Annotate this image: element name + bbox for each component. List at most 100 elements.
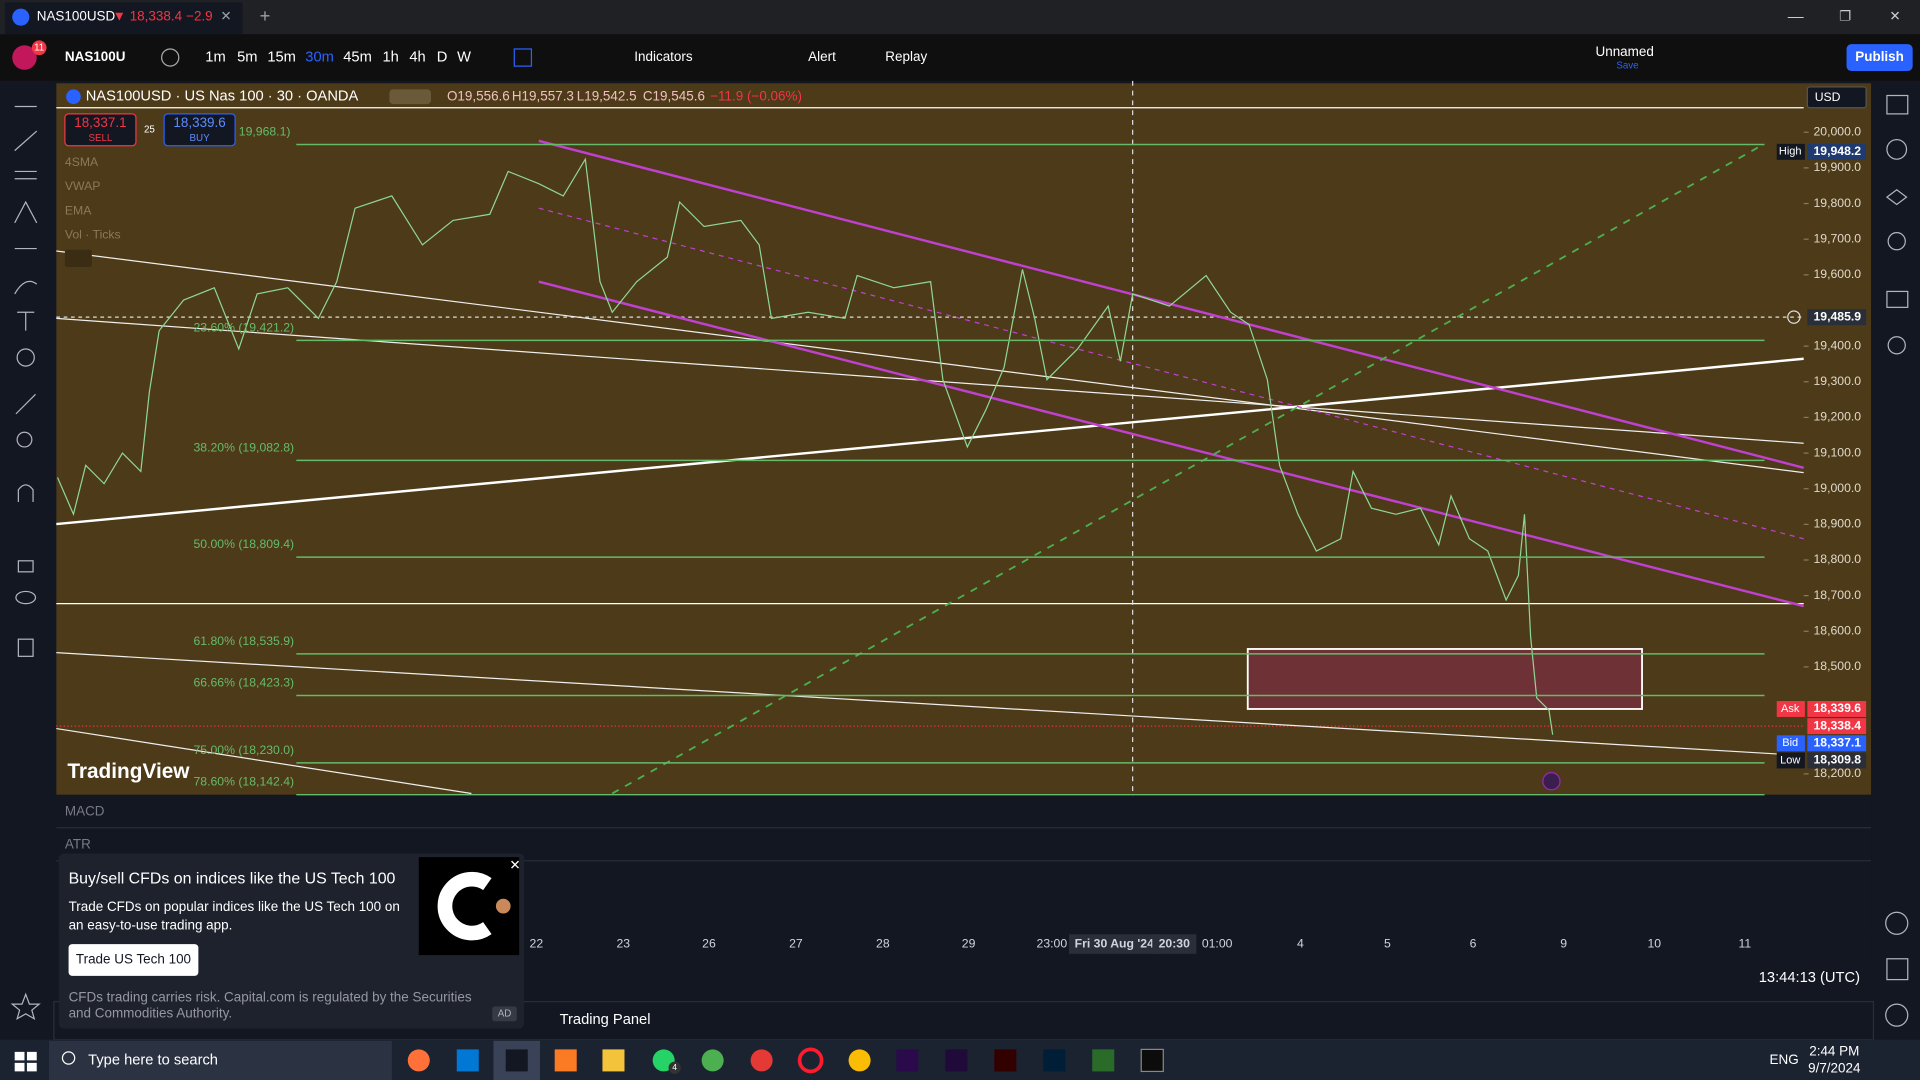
chat-icon[interactable] xyxy=(1886,290,1909,308)
watchlist-icon[interactable] xyxy=(1886,94,1909,115)
calendar-icon[interactable] xyxy=(1886,958,1909,981)
search-box[interactable] xyxy=(48,1040,392,1080)
ad-disclaimer: CFDs trading carries risk. Capital.com i… xyxy=(69,990,472,1005)
channel-lower xyxy=(538,280,1804,608)
time-label: 4 xyxy=(1297,936,1304,950)
tool-zoom[interactable] xyxy=(16,431,33,448)
app-aftereffects[interactable] xyxy=(945,1049,968,1072)
interval-button[interactable]: D xyxy=(437,49,448,65)
tab-bar xyxy=(0,0,1920,35)
window-close[interactable]: ✕ xyxy=(1889,9,1900,24)
user-avatar[interactable] xyxy=(12,45,37,70)
buy-button[interactable] xyxy=(163,113,236,147)
app-illustrator[interactable] xyxy=(994,1049,1017,1072)
ideas-icon[interactable] xyxy=(1887,232,1906,251)
hotlist-icon[interactable] xyxy=(1885,911,1909,935)
fib-level-label: 38.20% (19,082.8) xyxy=(193,440,294,454)
publish-button[interactable] xyxy=(1846,44,1913,72)
search-placeholder: Type here to search xyxy=(88,1052,218,1068)
app-firefox[interactable] xyxy=(407,1049,430,1072)
fib-level-label: 19,968.1) xyxy=(239,124,291,138)
app-photoshop[interactable] xyxy=(1043,1049,1066,1072)
app-other[interactable] xyxy=(750,1049,773,1072)
interval-button[interactable]: 5m xyxy=(237,49,257,65)
interval-button[interactable]: 30m xyxy=(305,49,334,65)
tool-brush[interactable] xyxy=(14,280,38,295)
symbol-search[interactable]: NAS100U xyxy=(65,49,126,64)
app-explorer[interactable] xyxy=(602,1049,625,1072)
event-marker[interactable] xyxy=(1542,772,1561,791)
price-marker-label: 19,485.9 xyxy=(1813,309,1861,323)
tool-emoji[interactable] xyxy=(16,348,35,367)
time-label: 22 xyxy=(530,936,544,950)
app-chrome[interactable] xyxy=(848,1049,871,1072)
currency-select[interactable] xyxy=(1806,86,1867,109)
alerts-icon[interactable] xyxy=(1886,138,1908,160)
layers-icon[interactable] xyxy=(1885,189,1908,206)
compare-button[interactable] xyxy=(161,48,180,67)
layout-name[interactable]: Unnamed xyxy=(1596,44,1654,59)
interval-button[interactable]: 1h xyxy=(382,49,398,65)
app-premiere[interactable] xyxy=(896,1049,919,1072)
app-terminal[interactable] xyxy=(1140,1048,1164,1073)
app-other[interactable] xyxy=(1092,1049,1115,1072)
taskbar-time[interactable]: 2:44 PM xyxy=(1809,1043,1859,1058)
chart-type-button[interactable] xyxy=(513,48,533,67)
browser-tab[interactable] xyxy=(4,2,243,35)
tool-favorites[interactable] xyxy=(10,992,41,1021)
ad-close[interactable]: ✕ xyxy=(509,857,520,872)
interval-button[interactable]: W xyxy=(457,49,471,65)
tool-delete[interactable] xyxy=(17,638,34,657)
interval-button[interactable]: 45m xyxy=(343,49,372,65)
save-status[interactable]: Save xyxy=(1616,61,1638,72)
tool-pattern[interactable] xyxy=(14,200,38,224)
search-icon xyxy=(61,1051,76,1065)
tool-lock[interactable] xyxy=(17,560,34,573)
streams-icon[interactable] xyxy=(1887,336,1906,355)
alert-button[interactable]: Alert xyxy=(808,49,836,64)
sell-button[interactable] xyxy=(64,113,137,147)
price-marker-tag-label: Ask xyxy=(1781,703,1800,715)
collapse-legend[interactable] xyxy=(64,249,92,267)
price-marker-tag-label: Bid xyxy=(1782,737,1798,749)
tool-magnet[interactable] xyxy=(17,484,34,503)
ad-popup xyxy=(58,853,525,1029)
crosshair-time-box xyxy=(1152,934,1197,954)
replay-button[interactable]: Replay xyxy=(885,49,927,64)
channel-mid xyxy=(538,207,1804,540)
interval-button[interactable]: 1m xyxy=(205,49,225,65)
crosshair-add-button[interactable] xyxy=(1787,310,1801,324)
language[interactable]: ENG xyxy=(1770,1052,1799,1067)
app-xampp[interactable] xyxy=(554,1049,577,1072)
tool-trendline[interactable] xyxy=(14,130,38,152)
tool-ruler[interactable] xyxy=(15,393,36,415)
start-button[interactable] xyxy=(14,1051,37,1072)
ad-button[interactable] xyxy=(68,944,199,976)
interval-button[interactable]: 4h xyxy=(409,49,425,65)
price-tick-label: 18,700.0 xyxy=(1813,588,1861,602)
taskbar-apps: 4 xyxy=(407,1040,1164,1080)
indicators-button[interactable]: Indicators xyxy=(634,49,693,64)
tool-text[interactable] xyxy=(17,311,35,331)
app-opera[interactable] xyxy=(797,1047,824,1074)
price-marker xyxy=(1807,701,1867,717)
taskbar-date[interactable]: 9/7/2024 xyxy=(1808,1061,1861,1076)
legend-toggle[interactable] xyxy=(389,89,432,105)
interval-button[interactable]: 15m xyxy=(267,49,296,65)
help-icon[interactable] xyxy=(1885,1003,1909,1027)
tool-hide[interactable] xyxy=(15,590,37,605)
window-restore[interactable]: ❐ xyxy=(1839,9,1851,24)
sell-price: 18,337.1 xyxy=(74,115,126,130)
trading-panel-tab[interactable]: Trading Panel xyxy=(560,1012,651,1028)
ad-logo-dot xyxy=(495,898,511,914)
price-tick-label: 18,600.0 xyxy=(1813,624,1861,638)
ad-button-label: Trade US Tech 100 xyxy=(76,952,191,967)
app-tradingview[interactable] xyxy=(505,1049,528,1072)
tab-close[interactable]: ✕ xyxy=(220,9,231,24)
window-minimize[interactable]: — xyxy=(1788,8,1804,25)
drawing-tools xyxy=(10,105,41,1021)
app-other[interactable] xyxy=(701,1049,724,1072)
indicator-label: EMA xyxy=(65,203,92,217)
app-vscode[interactable] xyxy=(456,1049,479,1072)
new-tab[interactable]: + xyxy=(260,5,271,26)
